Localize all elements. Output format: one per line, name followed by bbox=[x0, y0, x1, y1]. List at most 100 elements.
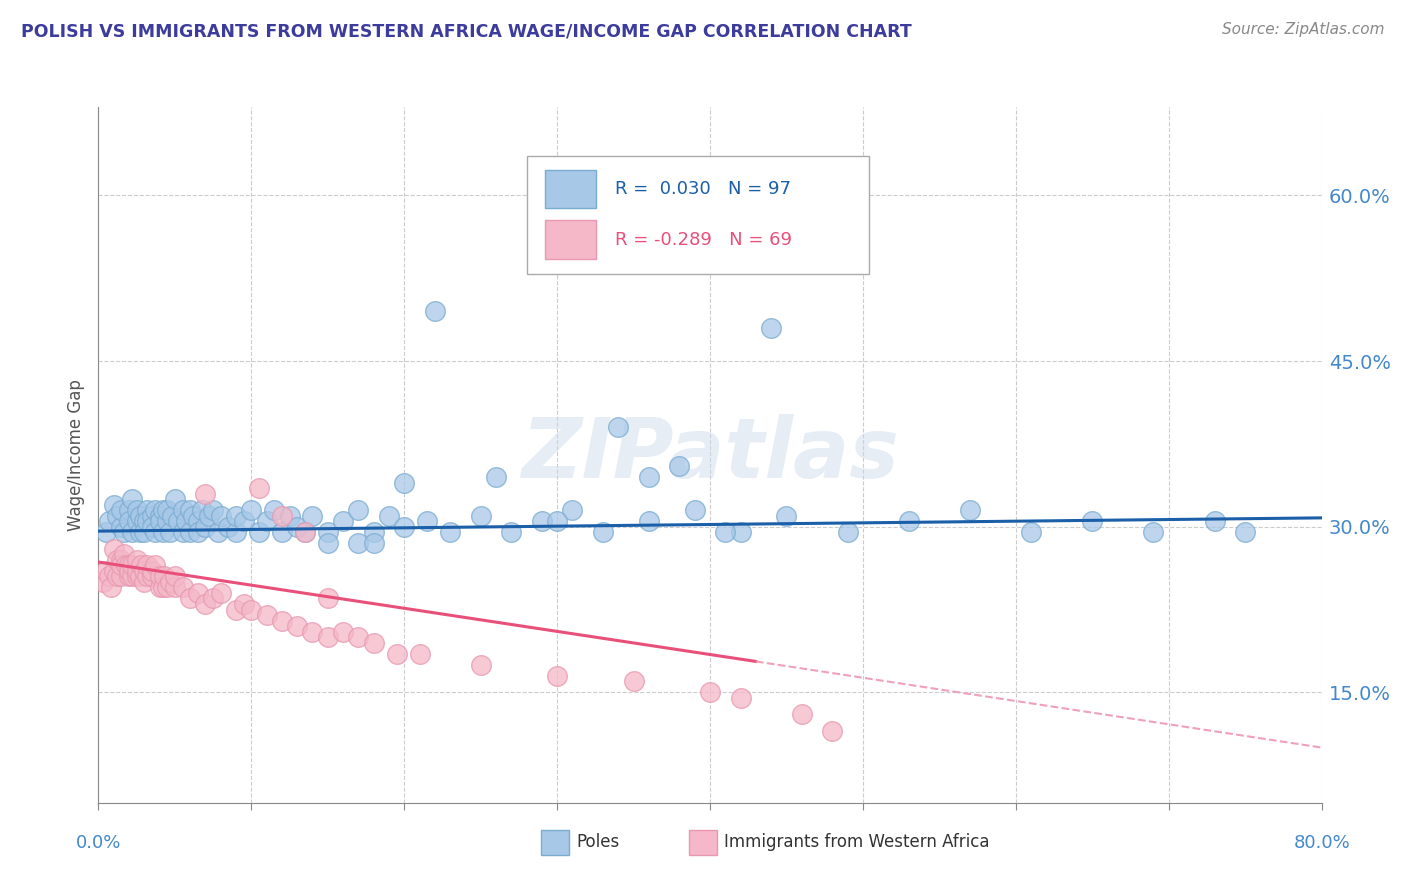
Point bbox=[256, 514, 278, 528]
Point bbox=[110, 558, 132, 573]
Point bbox=[110, 503, 132, 517]
Point bbox=[134, 564, 156, 578]
Point bbox=[118, 514, 141, 528]
Point bbox=[160, 508, 183, 523]
Point bbox=[730, 690, 752, 705]
Point bbox=[149, 569, 172, 583]
Point bbox=[501, 525, 523, 540]
Point bbox=[98, 569, 121, 583]
Point bbox=[897, 514, 920, 528]
Bar bbox=[546, 220, 596, 259]
Point bbox=[179, 591, 201, 606]
Point bbox=[143, 525, 166, 540]
Text: Source: ZipAtlas.com: Source: ZipAtlas.com bbox=[1222, 22, 1385, 37]
Point bbox=[225, 602, 247, 616]
Point bbox=[225, 508, 247, 523]
Point bbox=[775, 508, 797, 523]
Point bbox=[790, 707, 813, 722]
Point bbox=[316, 536, 339, 550]
Point bbox=[152, 581, 174, 595]
Point bbox=[714, 525, 737, 540]
Point bbox=[202, 503, 225, 517]
Point bbox=[247, 481, 270, 495]
Point bbox=[363, 525, 385, 540]
Point bbox=[179, 503, 201, 517]
Point bbox=[110, 553, 132, 567]
FancyBboxPatch shape bbox=[526, 156, 869, 274]
Point bbox=[172, 503, 194, 517]
Point bbox=[172, 525, 194, 540]
Point bbox=[278, 508, 301, 523]
Point bbox=[561, 503, 583, 517]
Point bbox=[141, 508, 163, 523]
Point bbox=[105, 553, 128, 567]
Point bbox=[156, 514, 179, 528]
Point bbox=[1142, 525, 1164, 540]
Point bbox=[316, 591, 339, 606]
Point bbox=[110, 569, 132, 583]
Point bbox=[125, 514, 148, 528]
Point bbox=[103, 498, 125, 512]
Point bbox=[172, 581, 194, 595]
Point bbox=[217, 519, 239, 533]
Point bbox=[94, 525, 117, 540]
Point bbox=[163, 581, 186, 595]
Point bbox=[485, 470, 508, 484]
Point bbox=[118, 564, 141, 578]
Point bbox=[197, 508, 219, 523]
Point bbox=[209, 508, 232, 523]
Point bbox=[143, 503, 166, 517]
Point bbox=[118, 558, 141, 573]
Point bbox=[294, 525, 316, 540]
Point bbox=[125, 564, 148, 578]
Point bbox=[149, 508, 172, 523]
Point bbox=[347, 503, 370, 517]
Point bbox=[136, 558, 159, 573]
Point bbox=[637, 514, 661, 528]
Point bbox=[125, 503, 148, 517]
Point bbox=[121, 525, 143, 540]
Point bbox=[683, 503, 706, 517]
Point bbox=[149, 581, 172, 595]
Point bbox=[270, 525, 292, 540]
Point bbox=[136, 514, 159, 528]
Point bbox=[332, 624, 354, 639]
Point bbox=[159, 574, 181, 589]
Point bbox=[98, 514, 121, 528]
Point bbox=[128, 508, 150, 523]
Point bbox=[129, 558, 152, 573]
Point bbox=[546, 514, 568, 528]
Point bbox=[136, 569, 159, 583]
Point bbox=[837, 525, 859, 540]
Point bbox=[392, 475, 416, 490]
Point bbox=[125, 569, 148, 583]
Point bbox=[134, 525, 156, 540]
Point bbox=[136, 503, 159, 517]
Point bbox=[730, 525, 752, 540]
Point bbox=[385, 647, 408, 661]
Point bbox=[118, 569, 141, 583]
Point bbox=[152, 525, 174, 540]
Point bbox=[959, 503, 981, 517]
Bar bbox=[546, 169, 596, 208]
Point bbox=[270, 614, 292, 628]
Point bbox=[187, 586, 209, 600]
Point bbox=[821, 724, 844, 739]
Text: Poles: Poles bbox=[576, 833, 620, 851]
Point bbox=[187, 525, 209, 540]
Point bbox=[240, 503, 263, 517]
Point bbox=[134, 514, 156, 528]
Point bbox=[408, 647, 430, 661]
Point bbox=[316, 630, 339, 644]
Point bbox=[470, 657, 492, 672]
Point bbox=[378, 508, 401, 523]
Point bbox=[174, 514, 197, 528]
Point bbox=[100, 581, 122, 595]
Point bbox=[247, 525, 270, 540]
Point bbox=[179, 525, 201, 540]
Point bbox=[202, 591, 225, 606]
Point bbox=[163, 492, 186, 507]
Point bbox=[592, 525, 614, 540]
Point bbox=[125, 553, 148, 567]
Point bbox=[121, 492, 143, 507]
